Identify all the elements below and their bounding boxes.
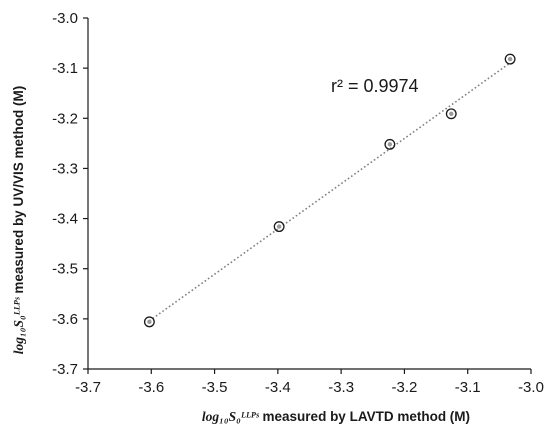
data-point-center (147, 319, 152, 325)
data-point (504, 53, 516, 65)
data-point (273, 221, 285, 233)
x-tick-label: -3.7 (75, 379, 101, 396)
y-axis-title-math: log₁₀S₀ᴸᴸᴾˢ (11, 297, 26, 355)
x-axis-title-math: log₁₀S₀ᴸᴸᴾˢ (202, 409, 260, 424)
x-tick-label: -3.1 (455, 379, 481, 396)
x-ticks: -3.7 -3.6 -3.5 -3.4 -3.3 -3.2 -3.1 -3.0 (75, 369, 544, 396)
data-point-center (387, 142, 393, 147)
data-point (143, 316, 155, 328)
x-tick-label: -3.6 (138, 379, 164, 396)
y-axis-title-text: measured by UV/VIS method (M) (11, 86, 26, 294)
y-tick-label: -3.7 (52, 361, 78, 378)
data-points (143, 53, 516, 328)
y-tick-label: -3.2 (52, 110, 78, 127)
data-point (384, 138, 396, 150)
y-tick-label: -3.6 (52, 311, 78, 328)
x-axis-title-text: measured by LAVTD method (M) (263, 409, 471, 424)
x-tick-label: -3.5 (202, 379, 228, 396)
x-axis-title: log₁₀S₀ᴸᴸᴾˢ measured by LAVTD method (M) (202, 409, 470, 424)
x-tick-label: -3.3 (328, 379, 354, 396)
y-axis-title: log₁₀S₀ᴸᴸᴾˢ measured by UV/VIS method (M… (11, 86, 26, 354)
r-squared-annotation: r² = 0.9974 (331, 76, 419, 96)
data-point-center (449, 111, 454, 116)
data-point-center (507, 56, 513, 62)
x-tick-label: -3.4 (265, 379, 291, 396)
y-tick-label: -3.3 (52, 160, 78, 177)
trendline (148, 62, 511, 322)
data-point-center (276, 224, 282, 229)
y-ticks: -3.0 -3.1 -3.2 -3.3 -3.4 -3.5 -3.6 -3.7 (52, 10, 88, 378)
y-tick-label: -3.0 (52, 10, 78, 27)
x-tick-label: -3.0 (518, 379, 544, 396)
y-tick-label: -3.1 (52, 60, 78, 77)
axes (87, 18, 531, 370)
data-point (445, 108, 457, 120)
x-tick-label: -3.2 (391, 379, 417, 396)
y-tick-label: -3.5 (52, 261, 78, 278)
y-tick-label: -3.4 (52, 211, 78, 228)
